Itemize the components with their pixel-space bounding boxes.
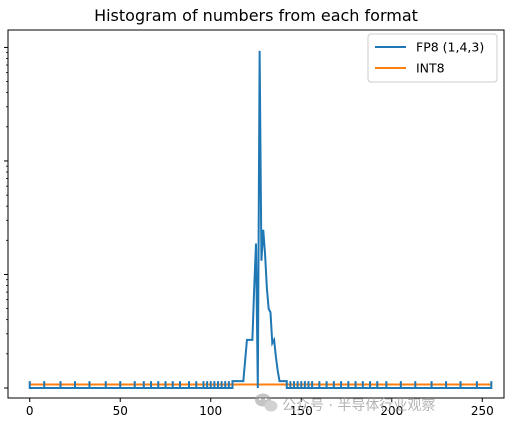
- legend-label-fp8: FP8 (1,4,3): [416, 40, 484, 55]
- legend-label-int8: INT8: [416, 61, 445, 76]
- x-tick-label: 150: [290, 404, 313, 418]
- x-tick-label: 200: [380, 404, 403, 418]
- x-tick-label: 50: [113, 404, 128, 418]
- x-tick-label: 250: [471, 404, 494, 418]
- y-axis-ticks: [4, 46, 8, 389]
- x-tick-label: 100: [199, 404, 222, 418]
- x-axis-ticks: 0 50 100 150 200 250: [26, 398, 494, 418]
- watermark: 公众号 · 半导体行业观察: [255, 393, 435, 414]
- plot-area: [8, 30, 504, 398]
- watermark-text: 公众号 · 半导体行业观察: [282, 397, 435, 414]
- series-layer: [28, 50, 493, 389]
- chart-title: Histogram of numbers from each format: [94, 6, 418, 25]
- series-line-fp8: [28, 50, 493, 389]
- wechat-icon: [255, 393, 278, 412]
- x-tick-label: 0: [26, 404, 34, 418]
- legend: FP8 (1,4,3) INT8: [367, 33, 498, 83]
